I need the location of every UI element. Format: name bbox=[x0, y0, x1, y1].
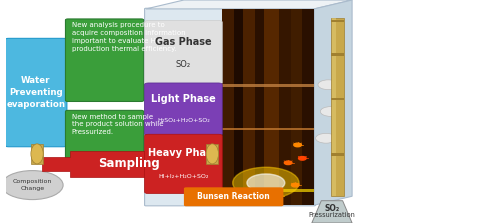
Bar bbox=[222, 189, 314, 192]
Bar bbox=[331, 53, 344, 56]
FancyBboxPatch shape bbox=[144, 83, 222, 136]
Bar bbox=[222, 128, 314, 130]
Ellipse shape bbox=[31, 144, 43, 164]
Bar bbox=[302, 9, 314, 205]
Circle shape bbox=[247, 174, 285, 192]
Text: Sampling: Sampling bbox=[98, 157, 160, 170]
FancyBboxPatch shape bbox=[144, 21, 222, 84]
Text: H₂SO₄+H₂O+SO₂: H₂SO₄+H₂O+SO₂ bbox=[157, 118, 210, 123]
Bar bbox=[31, 144, 43, 164]
FancyBboxPatch shape bbox=[144, 134, 222, 194]
Bar bbox=[290, 9, 302, 205]
Text: SO₂: SO₂ bbox=[176, 60, 191, 69]
Bar bbox=[331, 20, 344, 22]
FancyBboxPatch shape bbox=[65, 19, 144, 101]
Circle shape bbox=[275, 194, 282, 198]
Circle shape bbox=[291, 183, 299, 187]
Circle shape bbox=[284, 161, 292, 165]
Bar bbox=[331, 98, 344, 100]
FancyBboxPatch shape bbox=[144, 8, 316, 206]
Text: Light Phase: Light Phase bbox=[151, 95, 216, 104]
Text: Gas Phase: Gas Phase bbox=[155, 37, 212, 47]
Bar bbox=[222, 9, 314, 205]
Text: New analysis procedure to
acquire composition information
important to evaluate : New analysis procedure to acquire compos… bbox=[72, 22, 185, 52]
Text: Water
Preventing
evaporation: Water Preventing evaporation bbox=[6, 76, 65, 109]
Text: Pressurization: Pressurization bbox=[309, 212, 356, 218]
Polygon shape bbox=[146, 0, 352, 9]
Polygon shape bbox=[312, 201, 352, 223]
Bar bbox=[222, 9, 234, 205]
Text: New method to sample
the product solution while
Pressurized.: New method to sample the product solutio… bbox=[72, 114, 163, 135]
FancyBboxPatch shape bbox=[184, 187, 283, 206]
Circle shape bbox=[233, 167, 299, 198]
FancyBboxPatch shape bbox=[5, 38, 67, 147]
Bar bbox=[255, 9, 264, 205]
Bar bbox=[279, 9, 290, 205]
Circle shape bbox=[1, 171, 63, 200]
Circle shape bbox=[318, 80, 339, 90]
Circle shape bbox=[320, 107, 341, 116]
Bar bbox=[331, 153, 344, 156]
Text: Heavy Phase: Heavy Phase bbox=[148, 148, 218, 158]
Bar bbox=[243, 9, 255, 205]
FancyBboxPatch shape bbox=[65, 110, 144, 166]
Text: SO₂: SO₂ bbox=[324, 204, 340, 213]
Circle shape bbox=[294, 143, 301, 147]
Bar bbox=[264, 9, 279, 205]
Bar bbox=[206, 144, 218, 164]
Bar bbox=[222, 84, 314, 87]
Bar bbox=[331, 18, 344, 196]
Ellipse shape bbox=[206, 144, 218, 164]
Polygon shape bbox=[42, 151, 215, 177]
Bar bbox=[332, 18, 336, 196]
Circle shape bbox=[299, 157, 306, 160]
Bar bbox=[234, 9, 243, 205]
Circle shape bbox=[316, 133, 336, 143]
Text: Bunsen Reaction: Bunsen Reaction bbox=[197, 192, 270, 201]
Polygon shape bbox=[314, 0, 352, 205]
Text: HI+I₂+H₂O+SO₂: HI+I₂+H₂O+SO₂ bbox=[158, 174, 209, 179]
Text: Composition
Change: Composition Change bbox=[12, 180, 52, 191]
